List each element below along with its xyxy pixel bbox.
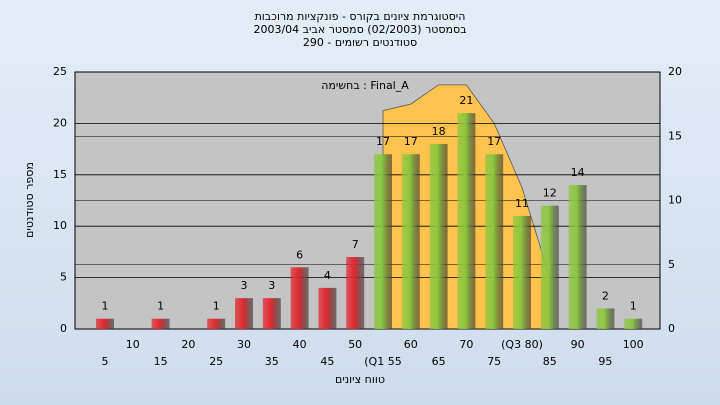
chart-subtitle: סטודנטים רשומים - 290 (303, 36, 417, 49)
data-label: 21 (459, 94, 473, 107)
bar (457, 113, 476, 330)
bar (346, 257, 365, 329)
x-tick-label: 35 (265, 355, 279, 368)
data-label: 12 (543, 187, 557, 200)
data-label: 3 (268, 279, 275, 292)
x-tick-label: 10 (126, 338, 140, 351)
data-label: 1 (102, 300, 109, 313)
x-tick-label: 45 (320, 355, 334, 368)
data-label: 17 (404, 135, 418, 148)
x-tick-label: 40 (293, 338, 307, 351)
data-label: 7 (352, 238, 359, 251)
bar (540, 205, 559, 329)
y2-tick-label: 15 (668, 129, 682, 142)
chart-subtitle: בסמסטר (02/2003) סמסטר אביב 2003/04 (253, 23, 466, 36)
x-tick-label: 30 (237, 338, 251, 351)
data-label: 17 (487, 135, 501, 148)
y2-tick-label: 0 (668, 322, 675, 335)
data-label: 1 (213, 300, 220, 313)
bar (96, 318, 114, 329)
bar (290, 267, 309, 329)
bar (151, 318, 170, 329)
x-tick-label: 65 (432, 355, 446, 368)
bar (429, 143, 448, 329)
y2-tick-label: 5 (668, 258, 675, 271)
x-tick-label: 15 (154, 355, 168, 368)
bar (374, 154, 392, 329)
x-tick-label: 5 (102, 355, 109, 368)
chart-title: היסטוגרמת ציונים בקורס - פונקציות מרוכבו… (255, 10, 466, 23)
x-tick-label: 50 (348, 338, 362, 351)
annotation: בחשימה : Final_A (321, 79, 409, 92)
bar (401, 154, 420, 329)
data-label: 2 (602, 289, 609, 302)
data-label: 1 (630, 300, 637, 313)
y-tick-label: 25 (53, 65, 67, 78)
y2-tick-label: 10 (668, 194, 682, 207)
bar (207, 318, 226, 329)
y2-tick-label: 20 (668, 65, 682, 78)
x-tick-label: 75 (487, 355, 501, 368)
data-label: 17 (376, 135, 390, 148)
data-label: 11 (515, 197, 529, 210)
bar (624, 318, 643, 329)
bar (262, 298, 281, 329)
x-tick-label: 85 (543, 355, 557, 368)
data-label: 18 (432, 125, 446, 138)
y-tick-label: 5 (60, 271, 67, 284)
y-tick-label: 0 (60, 322, 67, 335)
bar (596, 308, 615, 329)
y-axis-label: מספר סטודנטים (23, 162, 36, 238)
x-tick-label: 25 (209, 355, 223, 368)
bar (513, 215, 531, 329)
bar (235, 298, 253, 329)
x-tick-label: 100 (623, 338, 644, 351)
x-tick-label: 95 (598, 355, 612, 368)
y-tick-label: 15 (53, 168, 67, 181)
y-tick-label: 20 (53, 116, 67, 129)
bar (485, 154, 504, 329)
x-tick-label: (Q3 80) (501, 338, 543, 351)
data-label: 6 (296, 248, 303, 261)
data-label: 14 (571, 166, 585, 179)
x-tick-label: 20 (181, 338, 195, 351)
x-tick-label: (Q1 55 (364, 355, 401, 368)
x-axis-label: טווח ציונים (335, 373, 385, 386)
y-tick-label: 10 (53, 219, 67, 232)
bar (568, 185, 587, 329)
data-label: 4 (324, 269, 331, 282)
x-tick-label: 70 (459, 338, 473, 351)
x-tick-label: 90 (571, 338, 585, 351)
bar (318, 287, 337, 329)
data-label: 1 (157, 300, 164, 313)
data-label: 3 (241, 279, 248, 292)
x-tick-label: 60 (404, 338, 418, 351)
